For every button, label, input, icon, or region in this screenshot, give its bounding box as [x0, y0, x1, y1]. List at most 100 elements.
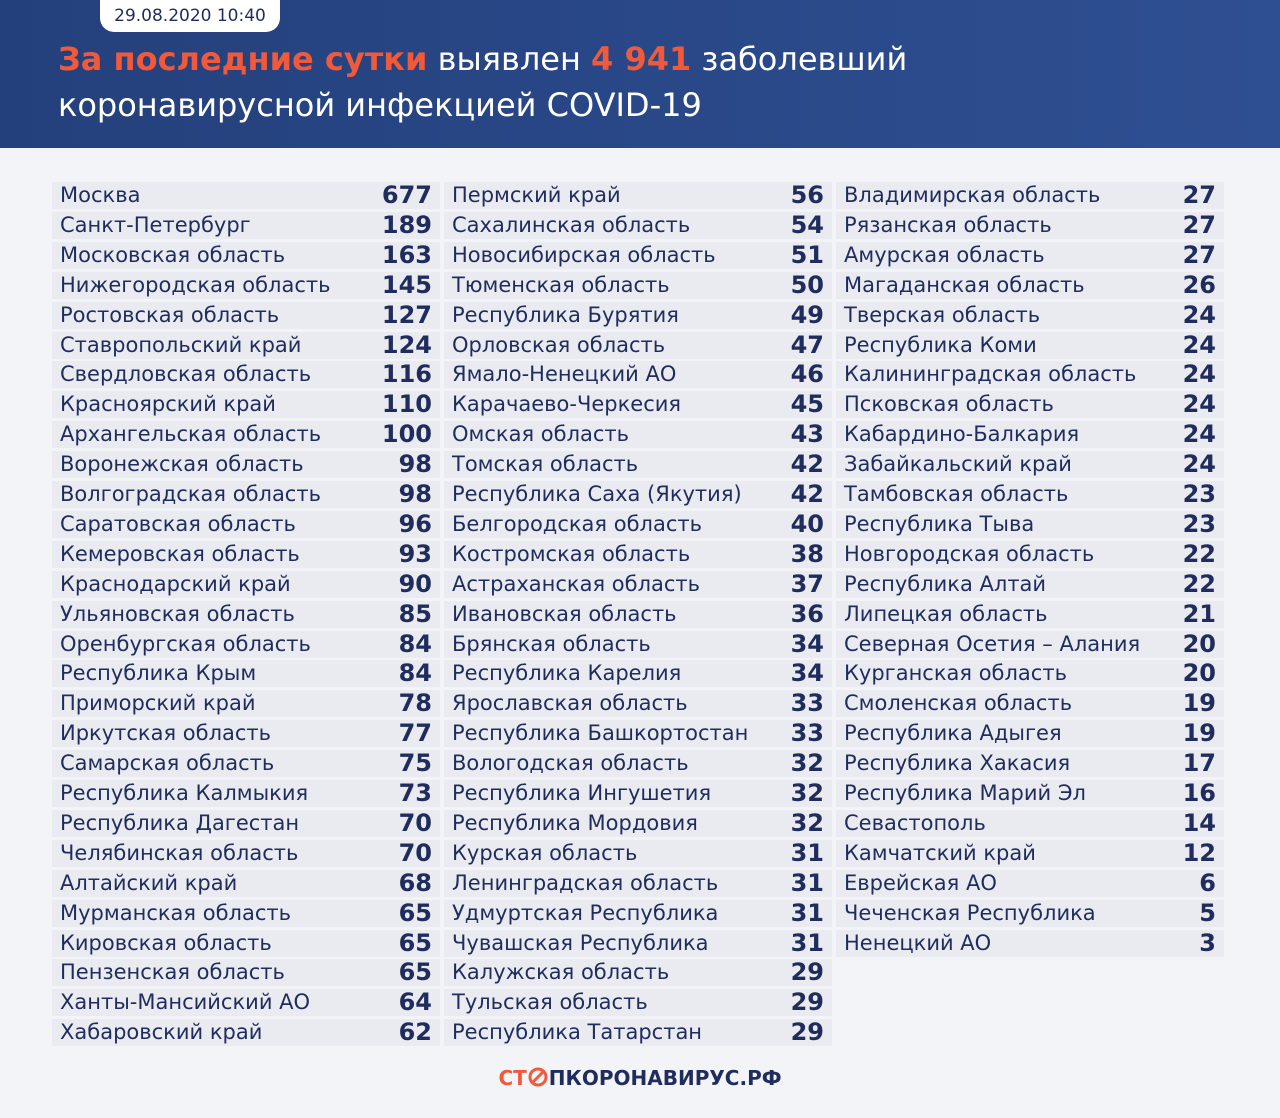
count: 33	[790, 689, 824, 718]
region: Республика Тыва	[844, 511, 1035, 536]
region: Псковская область	[844, 392, 1054, 417]
title-text: заболевший	[701, 40, 908, 78]
region: Новгородская область	[844, 541, 1095, 566]
row: Воронежская область 98	[52, 451, 440, 479]
count: 31	[790, 928, 824, 957]
row: Кабардино-Балкария 24	[836, 421, 1224, 449]
row: Оренбургская область 84	[52, 630, 440, 658]
row: Республика Алтай 22	[836, 570, 1224, 598]
row: Республика Калмыкия 73	[52, 780, 440, 807]
row: Тверская область 24	[836, 301, 1224, 329]
count: 14	[1182, 808, 1216, 837]
row: Калининградская область 24	[836, 360, 1224, 389]
row: Орловская область 47	[444, 331, 832, 359]
count: 127	[381, 300, 432, 329]
region: Новосибирская область	[452, 242, 716, 267]
row: Ханты-Мансийский АО 64	[52, 989, 440, 1017]
region: Чеченская Республика	[844, 900, 1096, 925]
region: Самарская область	[60, 751, 275, 776]
count: 32	[790, 749, 824, 778]
region: Республика Татарстан	[452, 1020, 703, 1045]
title-highlight: За последние сутки	[58, 40, 428, 78]
row: Алтайский край 68	[52, 869, 440, 897]
row: Тульская область 29	[444, 988, 832, 1017]
region: Костромская область	[452, 541, 691, 566]
region: Волгоградская область	[60, 482, 321, 506]
count: 31	[790, 868, 824, 897]
row: Иркутская область 77	[52, 719, 440, 748]
region: Республика Марий Эл	[844, 781, 1086, 805]
count: 77	[398, 719, 432, 748]
region: Калининградская область	[844, 362, 1137, 387]
region: Ленинградская область	[452, 870, 719, 895]
row: Кировская область 65	[52, 929, 440, 957]
region: Пермский край	[452, 183, 621, 207]
count: 70	[398, 808, 432, 837]
row: Белгородская область 40	[444, 510, 832, 538]
count: 96	[398, 509, 432, 538]
count: 145	[381, 270, 432, 299]
region: Воронежская область	[60, 452, 304, 477]
region: Санкт-Петербург	[60, 212, 251, 237]
row: Владимирская область 27	[836, 182, 1224, 209]
row: Томская область 42	[444, 451, 832, 479]
logo-icon	[528, 1067, 548, 1087]
subtitle: коронавирусной инфекцией COVID-19	[58, 86, 702, 124]
count: 20	[1182, 629, 1216, 658]
row: Ненецкий АО 3	[836, 929, 1224, 957]
logo-text: СТ	[498, 1066, 527, 1090]
region: Хабаровский край	[60, 1020, 263, 1045]
count: 65	[398, 958, 432, 987]
region: Липецкая область	[844, 601, 1048, 626]
region: Челябинская область	[60, 840, 299, 865]
count: 27	[1182, 210, 1216, 239]
row: Приморский край 78	[52, 690, 440, 718]
region: Саратовская область	[60, 511, 296, 536]
region: Республика Адыгея	[844, 721, 1062, 746]
region: Оренбургская область	[60, 631, 311, 656]
count: 85	[398, 599, 432, 628]
count: 19	[1182, 719, 1216, 748]
row: Волгоградская область 98	[52, 481, 440, 508]
row: Омская область 43	[444, 421, 832, 449]
region: Республика Ингушетия	[452, 781, 712, 805]
region: Республика Бурятия	[452, 302, 679, 327]
count: 29	[790, 988, 824, 1017]
region: Тверская область	[844, 302, 1041, 327]
region: Рязанская область	[844, 212, 1052, 237]
region: Республика Калмыкия	[60, 781, 309, 805]
region: Ставропольский край	[60, 332, 302, 357]
row: Республика Саха (Якутия) 42	[444, 481, 832, 508]
row: Магаданская область 26	[836, 271, 1224, 299]
region: Забайкальский край	[844, 452, 1072, 477]
region: Амурская область	[844, 242, 1045, 267]
region: Ханты-Мансийский АО	[60, 990, 311, 1015]
region: Калужская область	[452, 960, 670, 985]
row: Хабаровский край 62	[52, 1019, 440, 1047]
count: 93	[398, 539, 432, 568]
row: Костромская область 38	[444, 540, 832, 568]
region: Ямало-Ненецкий АО	[452, 362, 677, 387]
logo-text: ПКОРОНАВИРУС.РФ	[548, 1066, 782, 1090]
count: 54	[790, 210, 824, 239]
count: 163	[381, 240, 432, 269]
count: 24	[1182, 360, 1216, 389]
row: Республика Бурятия 49	[444, 301, 832, 329]
row: Краснодарский край 90	[52, 569, 440, 598]
region: Тамбовская область	[844, 482, 1069, 506]
count: 22	[1182, 539, 1216, 568]
count: 46	[790, 360, 824, 389]
row: Липецкая область 21	[836, 600, 1224, 628]
row: Москва 677	[52, 182, 440, 209]
region: Ульяновская область	[60, 601, 295, 626]
region: Курская область	[452, 840, 638, 865]
count: 23	[1182, 509, 1216, 538]
region: Еврейская АО	[844, 870, 997, 895]
row: Астраханская область 37	[444, 570, 832, 598]
region: Алтайский край	[60, 870, 238, 895]
count: 90	[398, 569, 432, 598]
region: Пензенская область	[60, 960, 285, 985]
count: 23	[1182, 480, 1216, 508]
row: Амурская область 27	[836, 241, 1224, 269]
count: 29	[790, 958, 824, 987]
